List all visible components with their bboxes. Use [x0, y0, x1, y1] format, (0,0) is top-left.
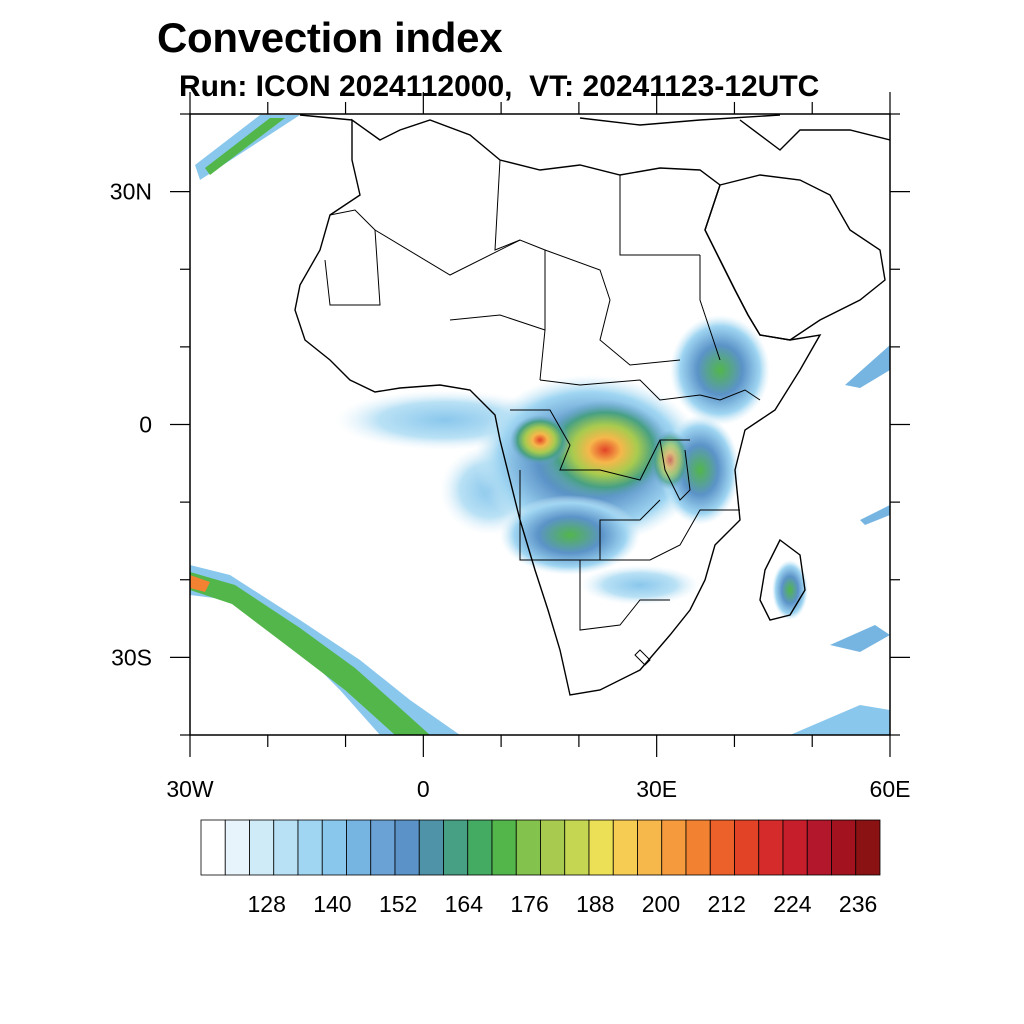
convection-area-southern-ocean — [790, 705, 890, 735]
colorbar-swatch — [612, 819, 638, 876]
convection-core-lakes — [650, 430, 690, 490]
colorbar-label: 152 — [379, 891, 417, 917]
colorbar-label: 188 — [576, 891, 614, 917]
colorbar: 128 140 152 164 176 188 200 212 224 236 — [200, 819, 881, 917]
colorbar-swatch — [782, 819, 808, 876]
convection-area-southern-africa — [580, 565, 700, 605]
border-kenya-ethiopia — [699, 389, 761, 401]
lon-tick-label: 30W — [166, 776, 214, 802]
colorbar-swatch — [200, 819, 226, 876]
convection-core-congo — [540, 400, 670, 500]
lon-tick-label: 30E — [636, 776, 677, 802]
lat-tick-label: 0 — [139, 412, 152, 438]
colorbar-swatch — [394, 819, 420, 876]
convection-area-arabian-sea — [845, 345, 890, 388]
madagascar-coastline — [759, 538, 806, 621]
border-chad-sudan — [544, 249, 681, 366]
africa-coastline — [294, 118, 822, 696]
convection-area-indian-ocean — [830, 625, 890, 652]
coastlines — [294, 114, 890, 696]
colorbar-label: 140 — [313, 891, 351, 917]
map-subtitle: Run: ICON 2024112000, VT: 20241123-12UTC — [179, 70, 820, 103]
lat-tick-label: 30N — [110, 179, 152, 205]
border-sudan-ethiopia — [699, 255, 721, 361]
colorbar-swatch — [564, 819, 590, 876]
colorbar-label: 176 — [510, 891, 548, 917]
colorbar-swatch — [273, 819, 299, 876]
colorbar-swatch — [321, 819, 347, 876]
colorbar-swatch — [370, 819, 396, 876]
border-mauritania — [324, 209, 381, 306]
colorbar-swatch — [540, 819, 566, 876]
colorbar-swatch — [224, 819, 250, 876]
colorbar-swatch — [297, 819, 323, 876]
colorbar-swatch — [588, 819, 614, 876]
colorbar-label: 212 — [707, 891, 745, 917]
border-namibia-botswana — [579, 560, 670, 631]
colorbar-swatch — [758, 819, 784, 876]
colorbar-swatch — [831, 819, 857, 876]
colorbar-swatch — [418, 819, 444, 876]
border-congo-drc — [510, 409, 690, 481]
colorbar-swatch — [806, 819, 832, 876]
iberia-coastline — [299, 114, 353, 121]
convection-core-gabon — [510, 415, 570, 465]
colorbar-swatch — [734, 819, 760, 876]
anatolia-coastline — [739, 119, 890, 151]
convection-field — [190, 115, 890, 735]
border-zambia-tanzania — [600, 509, 740, 561]
arabia-coastline — [704, 174, 886, 341]
border-great-lakes — [659, 439, 691, 501]
colorbar-swatch — [515, 819, 541, 876]
border-car-south-sudan — [539, 379, 701, 401]
colorbar-swatch — [491, 819, 517, 876]
colorbar-swatch — [467, 819, 493, 876]
lon-tick-label: 0 — [417, 776, 430, 802]
colorbar-swatch — [855, 819, 881, 876]
frontal-band-north-core — [205, 118, 285, 175]
colorbar-swatch — [709, 819, 735, 876]
colorbar-swatch — [443, 819, 469, 876]
convection-area-ethiopia — [670, 315, 770, 425]
colorbar-label: 200 — [642, 891, 680, 917]
colorbar-swatch — [685, 819, 711, 876]
map-title: Convection index — [157, 14, 503, 61]
map-axes: 30N 0 30S 30W 0 30E 60E — [110, 92, 911, 802]
frontal-band-south-core — [190, 572, 430, 735]
convection-area-mid-indian — [860, 505, 890, 525]
colorbar-label: 236 — [839, 891, 877, 917]
border-algeria-libya — [494, 159, 521, 251]
colorbar-label: 164 — [445, 891, 484, 917]
lat-tick-label: 30S — [111, 644, 152, 670]
country-borders — [324, 159, 761, 666]
colorbar-swatch — [661, 819, 687, 876]
mediterranean-coastline — [579, 114, 781, 126]
colorbar-swatch — [637, 819, 663, 876]
colorbar-swatch — [249, 819, 275, 876]
colorbar-label: 224 — [773, 891, 812, 917]
colorbar-label: 128 — [248, 891, 286, 917]
border-lesotho — [634, 649, 651, 666]
frontal-band-south-peak — [190, 575, 210, 592]
border-libya-egypt-sudan — [619, 175, 700, 256]
colorbar-swatch — [346, 819, 372, 876]
border-angola — [519, 470, 661, 561]
lon-tick-label: 60E — [870, 776, 911, 802]
convection-area-madagascar — [772, 560, 808, 620]
convection-area-angola — [500, 495, 640, 575]
border-nigeria — [449, 314, 546, 381]
